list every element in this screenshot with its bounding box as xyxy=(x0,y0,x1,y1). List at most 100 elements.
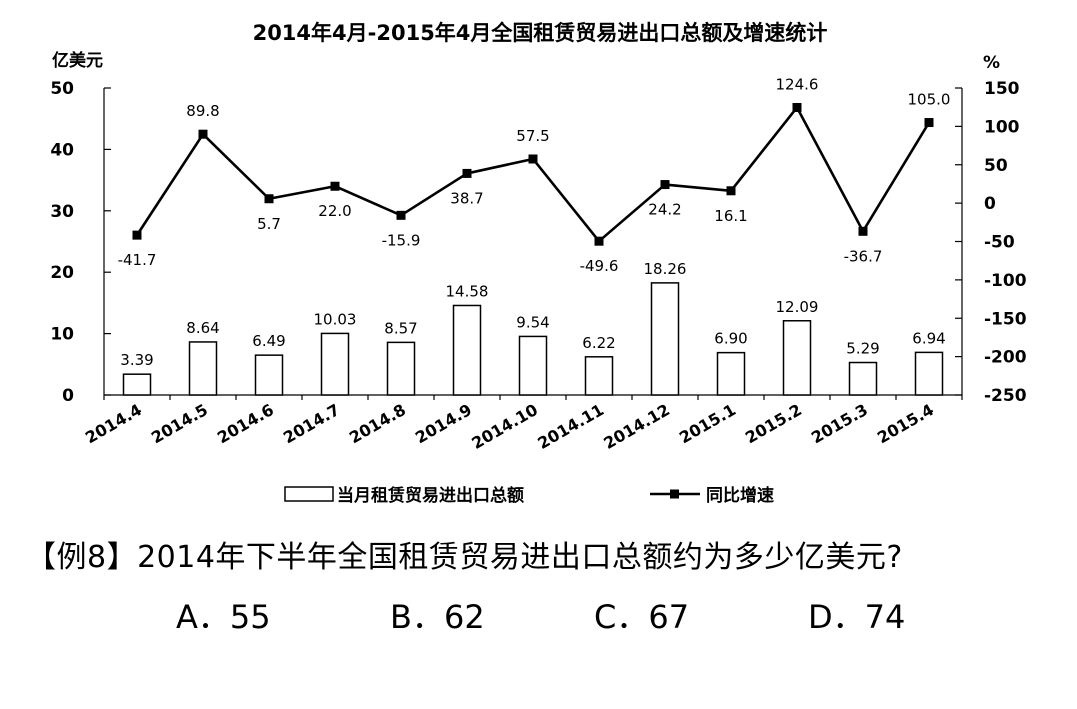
bar-value-label: 3.39 xyxy=(120,351,153,369)
line-point xyxy=(924,118,934,128)
x-tick-label: 2014.7 xyxy=(280,400,343,447)
y-right-tick-label: 100 xyxy=(984,117,1020,137)
bar-value-label: 12.09 xyxy=(776,298,819,316)
bar-value-label: 6.90 xyxy=(714,330,747,348)
y-left-tick-label: 0 xyxy=(62,386,74,406)
bar-value-label: 6.22 xyxy=(582,334,615,352)
y-left-tick-label: 50 xyxy=(50,79,74,99)
y-right-tick-label: -150 xyxy=(984,309,1027,329)
y-right-axis: -250 -200 -150 -100 -50 0 50 100 150 xyxy=(955,79,1027,406)
line-value-label: 24.2 xyxy=(648,201,681,219)
x-axis: 2014.4 2014.5 2014.6 2014.7 2014.8 2014.92014… xyxy=(82,394,963,453)
bar-value-label: 6.49 xyxy=(252,332,285,350)
line-value-label: 5.7 xyxy=(257,215,281,233)
y-left-axis-label: 亿美元 xyxy=(52,50,103,71)
line-value-label: 38.7 xyxy=(450,189,483,207)
legend-bar-swatch xyxy=(284,486,334,502)
bar-value-label: 9.54 xyxy=(516,313,549,331)
y-left-tick-label: 10 xyxy=(50,325,74,345)
line-value-label: 57.5 xyxy=(516,127,549,145)
line-value-label: -36.7 xyxy=(844,247,883,265)
bar xyxy=(254,354,284,396)
bar-value-label: 8.57 xyxy=(384,319,417,337)
line-point xyxy=(858,226,868,236)
bar xyxy=(518,335,548,396)
x-tick-label: 2014.5 xyxy=(148,400,211,447)
bar-value-label: 18.26 xyxy=(644,260,687,278)
line-value-label: 105.0 xyxy=(908,91,951,109)
y-left-tick-label: 30 xyxy=(50,202,74,222)
line-value-label: -49.6 xyxy=(580,257,619,275)
option-b[interactable]: B．62 xyxy=(390,598,485,636)
x-tick-label: 2014.11 xyxy=(534,400,607,453)
line-value-label: 89.8 xyxy=(186,102,219,120)
x-tick-label: 2014.10 xyxy=(468,400,541,453)
line-point xyxy=(132,230,142,240)
line-point xyxy=(264,194,274,204)
x-tick-label: 2015.1 xyxy=(676,400,739,447)
line-value-label: -15.9 xyxy=(382,231,421,249)
bar xyxy=(650,282,680,396)
y-right-tick-label: -100 xyxy=(984,271,1027,291)
x-tick-label: 2014.8 xyxy=(346,400,409,447)
y-right-tick-label: -50 xyxy=(984,233,1015,253)
y-right-tick-label: -250 xyxy=(984,386,1027,406)
option-c[interactable]: C．67 xyxy=(594,598,690,636)
legend-line-marker xyxy=(670,489,679,499)
line-point xyxy=(792,102,802,112)
bar xyxy=(452,304,482,396)
x-tick-label: 2014.9 xyxy=(412,400,475,447)
x-tick-label: 2015.3 xyxy=(808,400,871,447)
line-point xyxy=(396,210,406,220)
option-a[interactable]: A．55 xyxy=(176,598,271,636)
y-right-tick-label: 150 xyxy=(984,79,1020,99)
bar xyxy=(320,332,350,396)
line-value-label: 16.1 xyxy=(714,207,747,225)
bar-value-label: 10.03 xyxy=(314,310,357,328)
bar xyxy=(386,341,416,396)
chart: 2014年4月-2015年4月全国租赁贸易进出口总额及增速统计 亿美元 % 0 1… xyxy=(50,21,1027,506)
y-left-tick-label: 40 xyxy=(50,140,74,160)
legend: 当月租赁贸易进出口总额 同比增速 xyxy=(284,485,774,506)
x-tick-label: 2015.4 xyxy=(874,400,937,447)
line-series: -41.7 89.8 5.7 22.0 -15.9 38.7 57.5 -49.6 24.2 16… xyxy=(118,75,951,275)
bar xyxy=(848,361,878,396)
legend-line-label: 同比增速 xyxy=(706,485,774,506)
x-tick-label: 2014.6 xyxy=(214,400,277,447)
bar xyxy=(782,320,812,396)
line-point xyxy=(528,154,538,164)
y-right-tick-label: 50 xyxy=(984,156,1008,176)
y-left-axis: 0 10 20 30 40 50 xyxy=(50,79,111,406)
y-left-tick-label: 20 xyxy=(50,263,74,283)
x-tick-label: 2015.2 xyxy=(742,400,805,447)
bar-value-label: 5.29 xyxy=(846,340,879,358)
question-text: 【例8】2014年下半年全国租赁贸易进出口总额约为多少亿美元? xyxy=(26,540,903,575)
bar-value-label: 8.64 xyxy=(186,319,219,337)
line-point xyxy=(330,181,340,191)
y-right-tick-label: 0 xyxy=(984,194,996,214)
line-value-label: 22.0 xyxy=(318,202,351,220)
line-point xyxy=(660,180,670,190)
bar-series: 3.39 8.64 6.49 10.03 8.57 14.58 9.54 6.22 18.26 6… xyxy=(120,260,946,396)
bar xyxy=(716,351,746,396)
chart-title: 2014年4月-2015年4月全国租赁贸易进出口总额及增速统计 xyxy=(253,21,828,45)
x-tick-label: 2014.12 xyxy=(600,400,673,453)
line-point xyxy=(594,236,604,246)
y-right-axis-label: % xyxy=(983,53,1000,73)
bar xyxy=(914,351,944,396)
option-d[interactable]: D．74 xyxy=(808,598,906,636)
line-value-label: 124.6 xyxy=(776,75,819,93)
bar-value-label: 14.58 xyxy=(446,282,489,300)
line-point xyxy=(198,129,208,139)
line-value-label: -41.7 xyxy=(118,251,157,269)
legend-bar-label: 当月租赁贸易进出口总额 xyxy=(337,485,524,506)
bar-value-label: 6.94 xyxy=(912,329,945,347)
bar xyxy=(188,341,218,396)
x-tick-label: 2014.4 xyxy=(82,400,145,447)
y-right-tick-label: -200 xyxy=(984,348,1027,368)
line-point xyxy=(462,168,472,178)
bar xyxy=(584,356,614,396)
bar xyxy=(122,373,152,396)
answer-options: A．55 B．62 C．67 D．74 xyxy=(0,592,1077,636)
line-point xyxy=(726,186,736,196)
